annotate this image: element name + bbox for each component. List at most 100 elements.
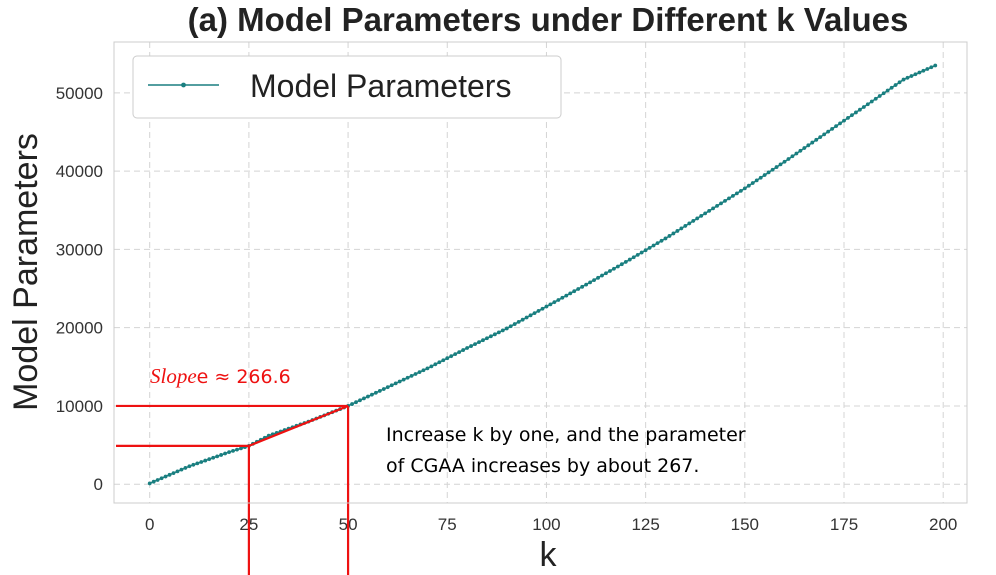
legend-label: Model Parameters [250,68,511,104]
data-point [818,135,823,139]
data-point [901,77,906,82]
data-point [377,389,382,393]
data-point [485,336,489,341]
data-point [568,291,573,296]
data-point [175,469,180,474]
data-point [635,252,640,257]
note-line-1: Increase k by one, and the parameter [386,424,746,446]
data-point [854,110,858,115]
data-point [469,344,473,348]
data-point [846,116,850,120]
data-point [865,102,870,107]
data-point [155,478,160,482]
data-point [492,332,497,337]
legend-box [132,55,562,119]
slope-annotation-italic: Slope [150,364,197,388]
y-tick-labels: 0 10000 20000 30000 40000 50000 [56,84,103,494]
data-point [885,88,890,93]
data-point [461,348,466,352]
slope-annotation-value: e ≈ 266.6 [197,366,291,388]
x-tick-label: 200 [929,515,957,534]
data-point [695,216,700,221]
data-point [576,287,581,291]
data-point [615,264,620,269]
data-point [425,366,430,371]
grid-lines [114,42,967,503]
data-point [850,113,854,118]
note-line-2: of CGAA increases by about 267. [386,455,699,477]
data-point [604,271,608,276]
slope-annotation: Slopee ≈ 266.6 [150,364,291,388]
data-point [207,457,212,462]
data-point [159,476,164,481]
x-tick-labels: 0 25 50 75 100 125 150 175 200 [145,515,957,534]
data-point [738,188,743,193]
data-point [413,372,418,376]
y-tick-label: 50000 [56,84,103,103]
legend-marker-swatch [181,82,186,88]
data-point [231,448,235,453]
y-tick-label: 20000 [56,319,103,338]
data-point [528,313,533,318]
data-point [548,302,553,307]
data-point [358,398,362,403]
data-point [786,157,791,161]
data-point [397,379,402,384]
data-point [453,352,458,357]
data-point [235,447,239,452]
data-point [623,260,628,264]
data-point [171,471,176,476]
data-point [861,105,866,109]
data-point [508,324,513,329]
data-point [187,464,192,469]
slope-segment [248,404,349,447]
data-point [933,63,938,68]
data-point [917,70,922,75]
x-axis-title: k [540,536,558,574]
data-point [897,80,902,85]
series-line-model-parameters [149,64,936,485]
data-point [683,224,688,228]
legend: Model Parameters [132,55,562,119]
data-point [429,364,434,369]
data-point [227,450,231,455]
y-tick-label: 40000 [56,162,103,181]
data-point [774,165,779,169]
data-point [667,234,672,238]
x-tick-label: 75 [438,515,457,534]
data-point [608,269,612,273]
data-point [167,472,172,477]
data-point [449,354,454,359]
data-point [163,474,168,479]
data-point [707,209,712,213]
data-point [421,368,426,373]
data-point [369,392,374,397]
data-point [465,346,470,350]
data-point [199,460,204,464]
data-point [445,356,450,361]
data-point [611,266,616,271]
data-point [354,400,358,405]
data-point [794,151,799,156]
data-point [639,250,644,255]
data-point [151,479,156,484]
data-point [881,91,886,96]
data-point [746,183,751,188]
data-point [544,304,549,309]
data-point [481,338,485,343]
x-tick-label: 150 [731,515,759,534]
data-point [925,67,930,71]
data-point [215,454,220,459]
data-point [437,360,442,365]
data-point [373,390,378,395]
data-point [191,462,196,467]
data-point [929,65,934,70]
data-point [877,94,882,98]
data-point [834,124,838,129]
data-point [366,394,370,399]
data-point [477,340,481,345]
data-point [838,121,842,126]
data-point [703,211,708,216]
data-point [766,170,771,175]
